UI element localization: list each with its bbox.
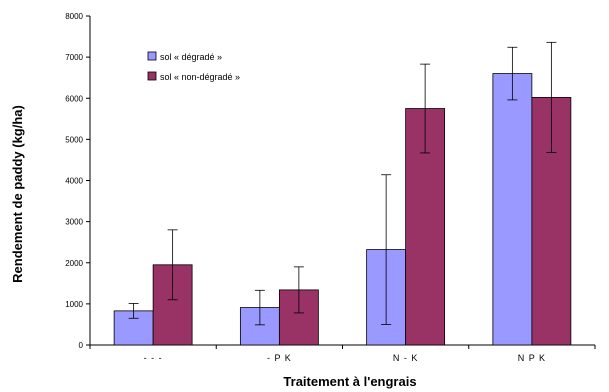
y-tick-label: 8000 bbox=[65, 12, 83, 21]
x-tick-label: N - K bbox=[393, 353, 419, 363]
y-tick-label: 6000 bbox=[65, 94, 83, 103]
y-tick-label: 3000 bbox=[65, 218, 83, 227]
legend-swatch bbox=[147, 51, 157, 61]
y-tick-label: 0 bbox=[79, 341, 84, 350]
x-tick-label: - - - bbox=[144, 353, 163, 363]
plot-area: 0 1000 2000 3000 4000 5000 6000 7000 8000 - - - - … bbox=[65, 12, 596, 363]
bar bbox=[492, 73, 533, 346]
legend: sol « dégradé » sol « non-dégradé » bbox=[147, 51, 240, 82]
y-tick-label: 4000 bbox=[65, 177, 83, 186]
y-tick-label: 2000 bbox=[65, 259, 83, 268]
legend-swatch bbox=[147, 71, 157, 81]
legend-label: sol « non-dégradé » bbox=[160, 72, 240, 82]
y-tick-label: 1000 bbox=[65, 300, 83, 309]
y-axis-title: Rendement de paddy (kg/ha) bbox=[10, 105, 25, 283]
y-tick-label: 7000 bbox=[65, 53, 83, 62]
y-tick-label: 5000 bbox=[65, 135, 83, 144]
x-tick-label: N P K bbox=[518, 353, 546, 363]
x-tick-label: - P K bbox=[267, 353, 292, 363]
x-axis-title: Traitement à l'engrais bbox=[283, 374, 416, 389]
legend-label: sol « dégradé » bbox=[160, 52, 222, 62]
